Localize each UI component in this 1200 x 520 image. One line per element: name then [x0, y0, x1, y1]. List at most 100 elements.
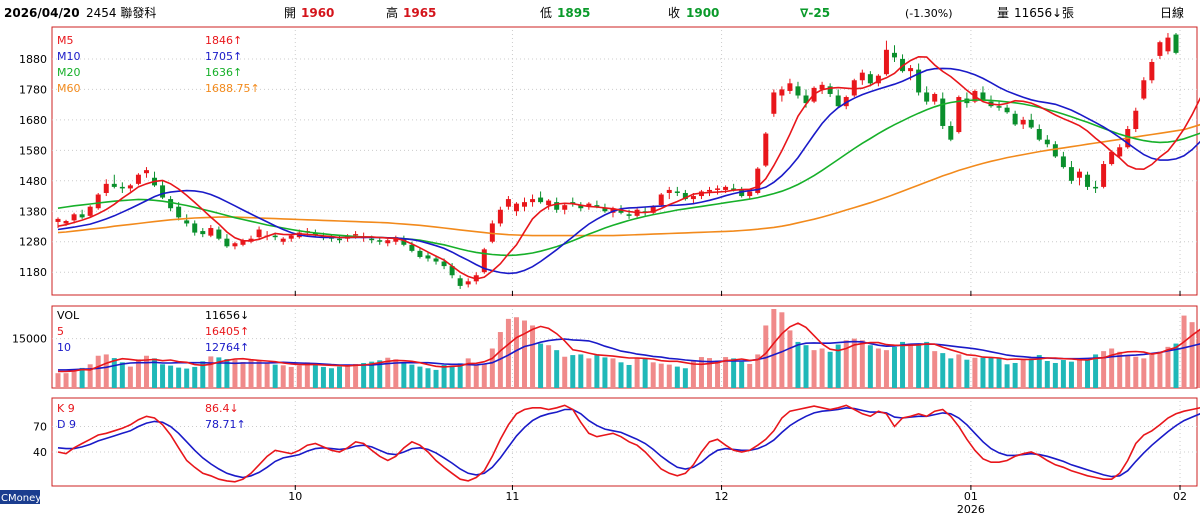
volume-bar [337, 366, 343, 388]
candle-body [489, 223, 495, 242]
price-legend-label: M10 [57, 50, 81, 63]
price-legend-label: M60 [57, 82, 81, 95]
candle-body [1149, 61, 1155, 81]
candle-body [522, 202, 527, 207]
header-change: ∇-25 [800, 6, 830, 20]
candle-body [1101, 164, 1107, 187]
candle-body [1093, 186, 1099, 189]
kd-legend-label: K 9 [57, 402, 75, 415]
candle-body [216, 229, 222, 239]
volume-bar [1181, 315, 1187, 388]
volume-bar [1004, 364, 1010, 388]
candle-body [184, 220, 190, 224]
candle-body [1036, 129, 1042, 140]
candle-body [160, 185, 166, 198]
volume-bar [409, 364, 415, 388]
volume-bar [1093, 354, 1099, 388]
candle-body [940, 98, 946, 126]
header-low-label: 低 [540, 6, 552, 20]
candle-body [127, 185, 133, 189]
volume-bar [795, 341, 801, 388]
volume-bar [1157, 351, 1163, 388]
volume-bar [1125, 355, 1131, 388]
candle-body [1117, 147, 1123, 157]
candle-body [779, 89, 785, 96]
candle-body [924, 92, 930, 102]
header-volume-value: 11656 [1014, 6, 1052, 20]
volume-bar [538, 343, 544, 388]
volume-bar [771, 309, 777, 388]
candle-body [272, 235, 278, 238]
watermark-text: CMoney [1, 493, 41, 504]
volume-bar [103, 354, 109, 388]
price-y-tick-label: 1680 [19, 114, 47, 127]
period-selector[interactable]: 日線 [1160, 5, 1184, 20]
candle-body [497, 209, 503, 224]
volume-bar [546, 345, 552, 388]
candle-body [385, 240, 391, 244]
volume-bar [690, 361, 696, 388]
volume-bar [779, 312, 785, 388]
candle-body [948, 125, 954, 140]
candle-body [143, 170, 149, 174]
candle-body [1044, 139, 1050, 145]
volume-bar [530, 325, 536, 388]
volume-legend-value: 11656↓ [205, 309, 249, 322]
volume-bar [1044, 361, 1050, 388]
volume-bar [570, 355, 576, 388]
candle-body [337, 238, 343, 241]
candle-body [763, 133, 769, 166]
candle-body [1060, 156, 1066, 168]
candle-body [530, 199, 536, 203]
volume-bar [940, 353, 946, 388]
volume-bar [457, 363, 463, 388]
volume-bar [192, 366, 198, 388]
volume-bar [1173, 343, 1179, 388]
price-y-tick-label: 1580 [19, 144, 47, 157]
volume-bar [578, 354, 584, 388]
volume-bar [304, 362, 310, 388]
volume-bar [610, 358, 616, 388]
ma20-line [57, 99, 1200, 257]
volume-ma5-line [58, 322, 1200, 373]
candle-body [795, 86, 801, 96]
header-change-pct: (-1.30%) [905, 7, 953, 20]
volume-bar [168, 365, 174, 388]
volume-bar [513, 317, 519, 388]
candle-body [932, 93, 938, 102]
candle-body [883, 49, 889, 75]
x-tick-label: 11 [505, 490, 519, 503]
volume-bar [449, 365, 455, 388]
header-stock: 2454 聯發科 [86, 5, 156, 20]
candle-body [674, 191, 680, 193]
candle-body [586, 203, 592, 207]
price-y-tick-label: 1280 [19, 236, 47, 249]
candle-body [626, 214, 632, 216]
candle-body [562, 205, 568, 210]
volume-bar [602, 357, 608, 388]
volume-bar [1012, 362, 1018, 388]
candle-body [55, 218, 61, 222]
volume-bar [1085, 360, 1091, 388]
volume-bar [891, 346, 897, 388]
candle-body [71, 214, 77, 221]
volume-bar [248, 359, 254, 388]
volume-bar [417, 366, 423, 388]
volume-bar [377, 360, 383, 388]
kd-k-line [57, 404, 1200, 483]
candle-body [1173, 34, 1179, 53]
volume-bar [1101, 351, 1107, 388]
volume-bar [393, 359, 399, 388]
candle-body [1165, 37, 1171, 52]
candle-body [119, 186, 125, 189]
candle-body [602, 208, 608, 212]
x-year-label: 2026 [957, 503, 985, 516]
candle-body [956, 97, 962, 133]
volume-legend-label: 10 [57, 341, 71, 354]
volume-bar [900, 341, 906, 388]
volume-bar [731, 358, 737, 388]
ma5-line [57, 55, 1200, 280]
volume-bar [819, 348, 825, 388]
candle-body [176, 206, 182, 218]
candle-body [827, 86, 833, 94]
